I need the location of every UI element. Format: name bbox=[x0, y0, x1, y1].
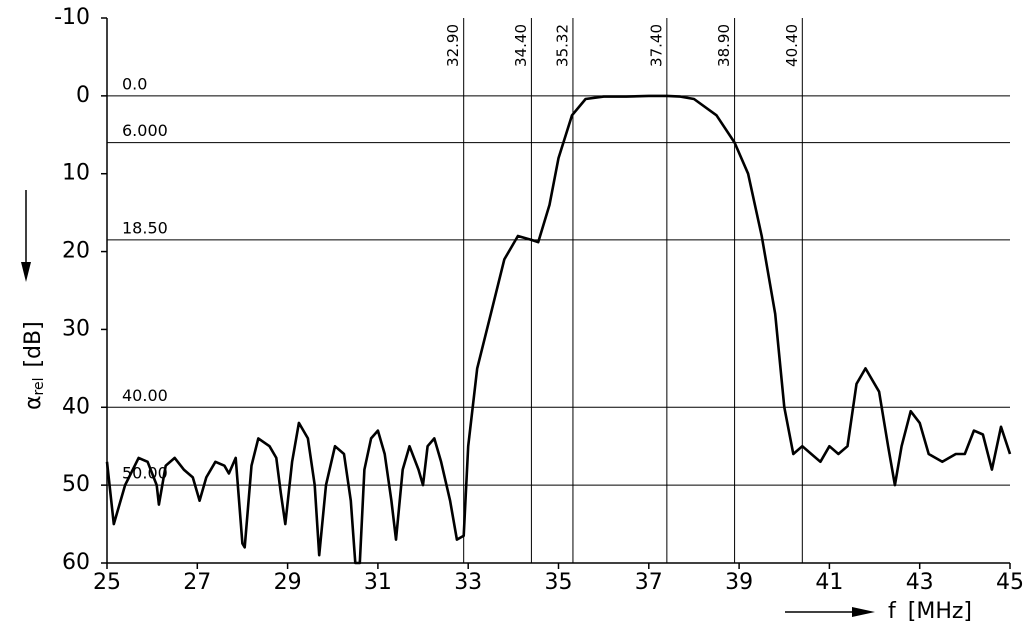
marker-label: 37.40 bbox=[647, 24, 665, 67]
x-tick-label: 29 bbox=[274, 570, 302, 595]
marker-label: 38.90 bbox=[715, 24, 733, 67]
reference-label: 18.50 bbox=[122, 218, 168, 237]
y-tick-label: 50 bbox=[62, 472, 90, 497]
y-tick-label: 0 bbox=[76, 83, 90, 108]
x-tick-label: 43 bbox=[906, 570, 934, 595]
y-axis-label: αrel [dB] bbox=[21, 321, 47, 410]
x-tick-label: 41 bbox=[815, 570, 843, 595]
y-tick-label: 20 bbox=[62, 239, 90, 264]
y-axis-title: αrel [dB] bbox=[21, 190, 47, 410]
y-tick-label: 10 bbox=[62, 161, 90, 186]
y-arrowhead bbox=[21, 262, 31, 282]
x-tick-label: 37 bbox=[635, 570, 663, 595]
marker-label: 40.40 bbox=[783, 24, 801, 67]
response-curve bbox=[105, 94, 1012, 565]
marker-label: 34.40 bbox=[512, 24, 530, 67]
marker-label: 35.32 bbox=[553, 24, 571, 67]
reference-label: 6.000 bbox=[122, 121, 168, 140]
y-tick-label: -10 bbox=[54, 5, 90, 30]
y-subscript: rel bbox=[31, 378, 47, 396]
x-tick-label: 39 bbox=[725, 570, 753, 595]
x-tick-label: 27 bbox=[183, 570, 211, 595]
reference-label: 0.0 bbox=[122, 74, 147, 93]
x-tick-label: 25 bbox=[93, 570, 121, 595]
marker-label: 32.90 bbox=[444, 24, 462, 67]
x-arrowhead bbox=[852, 607, 875, 617]
x-axis-label: f [MHz] bbox=[888, 599, 972, 624]
x-tick-label: 33 bbox=[454, 570, 482, 595]
y-symbol: α bbox=[21, 395, 46, 410]
x-unit: [MHz] bbox=[908, 599, 972, 624]
y-tick-label: 40 bbox=[62, 394, 90, 419]
x-symbol: f bbox=[888, 599, 897, 624]
y-unit: [dB] bbox=[21, 321, 46, 367]
x-tick-label: 31 bbox=[364, 570, 392, 595]
x-tick-label: 35 bbox=[545, 570, 573, 595]
x-tick-label: 45 bbox=[996, 570, 1024, 595]
reference-label: 40.00 bbox=[122, 386, 168, 405]
x-axis-title: f [MHz] bbox=[785, 599, 972, 624]
y-tick-label: 30 bbox=[62, 316, 90, 341]
y-tick-label: 60 bbox=[62, 550, 90, 575]
